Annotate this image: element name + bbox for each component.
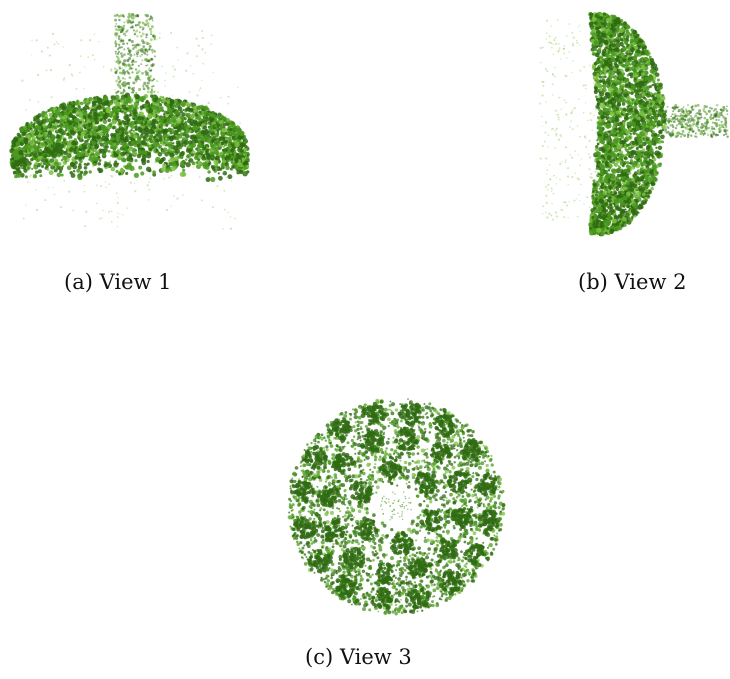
caption-c: (c) View 3 (305, 645, 412, 669)
view-2-render (539, 11, 729, 237)
view-1-render (9, 12, 250, 230)
view-3-render (287, 398, 506, 616)
panel-c (280, 395, 512, 617)
caption-a: (a) View 1 (64, 270, 172, 294)
panel-b (530, 0, 730, 240)
caption-b: (b) View 2 (578, 270, 687, 294)
panel-a (0, 0, 260, 240)
